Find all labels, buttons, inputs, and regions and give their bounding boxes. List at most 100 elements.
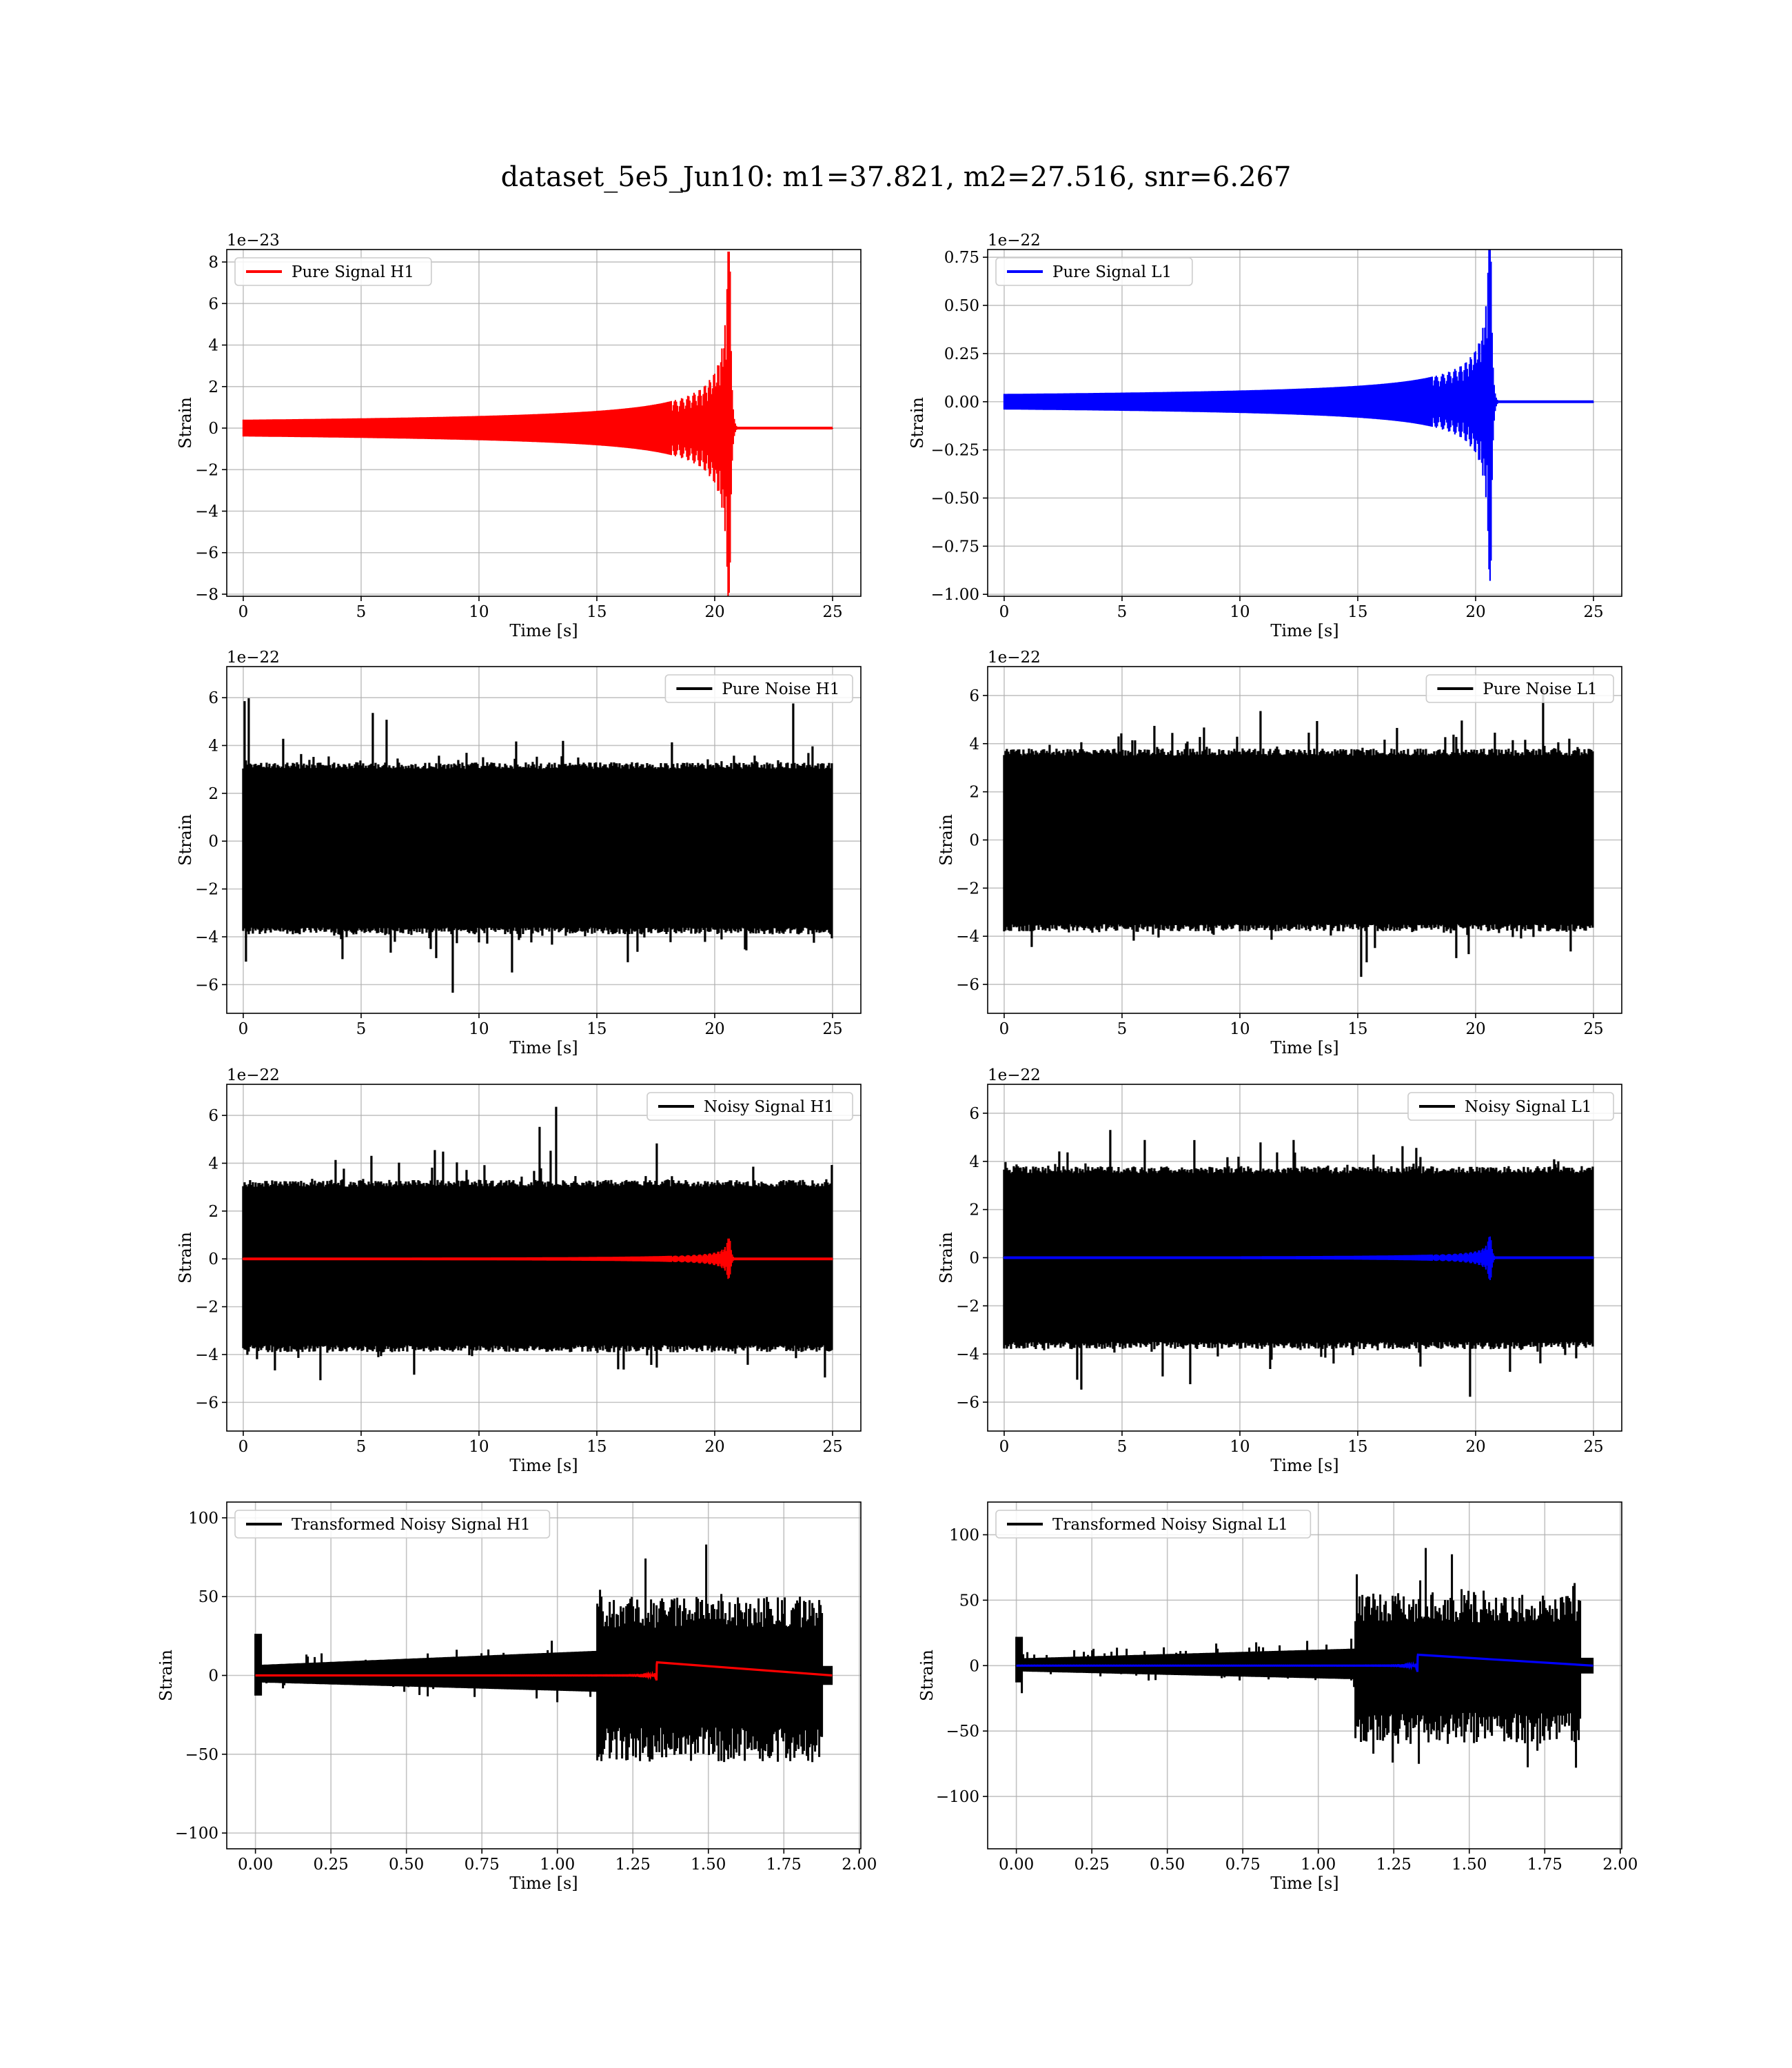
- y-tick-label: 2: [208, 1203, 218, 1221]
- x-axis-label: Time [s]: [1270, 621, 1338, 640]
- legend-entry: Transformed Noisy Signal H1: [292, 1516, 531, 1534]
- x-tick-label: 0.75: [1225, 1856, 1261, 1874]
- y-tick-label: −6: [195, 1394, 218, 1412]
- x-tick-label: 0.00: [999, 1856, 1034, 1874]
- x-tick-label: 1.00: [1301, 1856, 1336, 1874]
- x-tick-label: 10: [469, 1020, 489, 1038]
- legend-frame: [995, 257, 1193, 286]
- y-tick-label: −4: [195, 929, 218, 946]
- y-tick-label: 0: [208, 1250, 218, 1268]
- y-tick-label: 6: [208, 295, 218, 313]
- y-tick-label: 0.75: [944, 249, 979, 267]
- whitened-trace: [254, 1544, 833, 1763]
- x-tick-label: 0.50: [1150, 1856, 1185, 1874]
- plot-area: [1015, 1548, 1594, 1768]
- x-tick-label: 0: [238, 1020, 249, 1038]
- y-tick-label: 4: [969, 1153, 979, 1171]
- y-tick-label: −0.25: [931, 442, 979, 460]
- legend-entry: Pure Signal L1: [1052, 263, 1172, 281]
- x-tick-label: 20: [704, 1020, 724, 1038]
- y-tick-label: −0.75: [931, 538, 979, 556]
- x-tick-label: 20: [1465, 1438, 1485, 1456]
- y-tick-label: 50: [959, 1592, 979, 1610]
- y-tick-label: −100: [175, 1825, 218, 1843]
- axes-frame: [226, 666, 862, 1014]
- plot-area: [254, 1544, 833, 1763]
- noise-trace: [1003, 689, 1594, 977]
- x-tick-label: 5: [1117, 1020, 1128, 1038]
- legend-entry: Pure Noise L1: [1483, 680, 1597, 698]
- y-tick-label: 6: [208, 689, 218, 707]
- x-tick-label: 0: [999, 1438, 1010, 1456]
- legend-entry: Pure Noise H1: [722, 680, 839, 698]
- y-tick-label: −6: [956, 976, 979, 994]
- y-axis-label: Strain: [917, 1650, 937, 1701]
- legend: Pure Signal H1: [234, 257, 432, 286]
- x-tick-label: 25: [822, 1438, 842, 1456]
- x-tick-label: 25: [1583, 1020, 1603, 1038]
- x-tick-label: 20: [1465, 603, 1485, 621]
- y-tick-label: −6: [956, 1394, 979, 1412]
- x-tick-label: 0: [238, 603, 249, 621]
- panel-pure-noise-h1: 0 5 10 15 20 25 −6 −4 −2 0 2 4 6 Time [s] Strain 1e−22 P…: [176, 649, 862, 1057]
- y-tick-label: 8: [208, 254, 218, 272]
- x-tick-label: 20: [1465, 1020, 1485, 1038]
- x-tick-label: 1.25: [615, 1856, 651, 1874]
- y-tick-label: −2: [195, 461, 218, 479]
- y-tick-label: −50: [946, 1723, 979, 1741]
- y-offset-label: 1e−22: [988, 232, 1041, 250]
- x-axis-label: Time [s]: [509, 621, 578, 640]
- panel-noisy-signal-l1: 0 5 10 15 20 25 −6 −4 −2 0 2 4 6 Time [s] Strain 1e−22 N…: [937, 1066, 1622, 1475]
- x-tick-label: 10: [1230, 1438, 1250, 1456]
- x-tick-label: 0: [999, 603, 1010, 621]
- figure-title: dataset_5e5_Jun10: m1=37.821, m2=27.516,…: [501, 161, 1292, 193]
- panel-pure-signal-h1: 0 5 10 15 20 25 −8 −6 −4 −2 0 2 4 6 8 Time [s] Strain 1e−…: [176, 232, 862, 640]
- y-tick-label: 0.50: [944, 297, 979, 315]
- x-tick-label: 25: [822, 603, 842, 621]
- noise-trace: [242, 1106, 833, 1381]
- legend-frame: [1407, 1092, 1614, 1121]
- y-tick-label: −50: [185, 1746, 218, 1764]
- y-tick-label: 6: [208, 1107, 218, 1125]
- y-axis-label: Strain: [908, 397, 927, 449]
- y-tick-label: 4: [969, 736, 979, 753]
- x-tick-label: 25: [1583, 603, 1603, 621]
- x-tick-label: 1.00: [540, 1856, 575, 1874]
- legend-frame: [1425, 674, 1614, 703]
- y-tick-label: −4: [956, 1346, 979, 1364]
- x-tick-label: 5: [356, 1438, 367, 1456]
- y-offset-label: 1e−23: [227, 232, 280, 250]
- x-tick-label: 25: [822, 1020, 842, 1038]
- x-tick-label: 20: [704, 1438, 724, 1456]
- x-axis-label: Time [s]: [509, 1874, 578, 1893]
- plot-area: [1003, 1130, 1594, 1397]
- y-tick-label: 0: [969, 1657, 979, 1675]
- y-tick-label: −2: [956, 880, 979, 898]
- y-tick-label: 0: [208, 1667, 218, 1685]
- y-offset-label: 1e−22: [227, 649, 280, 667]
- x-tick-label: 1.25: [1376, 1856, 1412, 1874]
- legend: Pure Noise L1: [1425, 674, 1614, 703]
- legend-entry: Noisy Signal H1: [704, 1098, 834, 1116]
- x-tick-label: 0.25: [314, 1856, 349, 1874]
- y-offset-label: 1e−22: [227, 1066, 280, 1084]
- y-tick-label: −100: [936, 1788, 979, 1806]
- x-tick-label: 5: [356, 603, 367, 621]
- y-offset-label: 1e−22: [988, 649, 1041, 667]
- y-axis-label: Strain: [937, 1232, 956, 1284]
- y-tick-label: 0.25: [944, 345, 979, 363]
- x-axis-label: Time [s]: [509, 1038, 578, 1057]
- y-tick-label: −4: [956, 928, 979, 946]
- y-axis-label: Strain: [176, 397, 195, 449]
- x-tick-label: 5: [1117, 1438, 1128, 1456]
- x-axis-label: Time [s]: [1270, 1456, 1338, 1475]
- x-tick-label: 15: [1347, 1020, 1367, 1038]
- y-tick-label: 4: [208, 737, 218, 755]
- y-tick-label: 2: [208, 785, 218, 803]
- y-tick-label: 50: [198, 1588, 218, 1606]
- x-tick-label: 15: [587, 1020, 607, 1038]
- legend-entry: Transformed Noisy Signal L1: [1052, 1516, 1288, 1534]
- axes-frame: [987, 1501, 1622, 1849]
